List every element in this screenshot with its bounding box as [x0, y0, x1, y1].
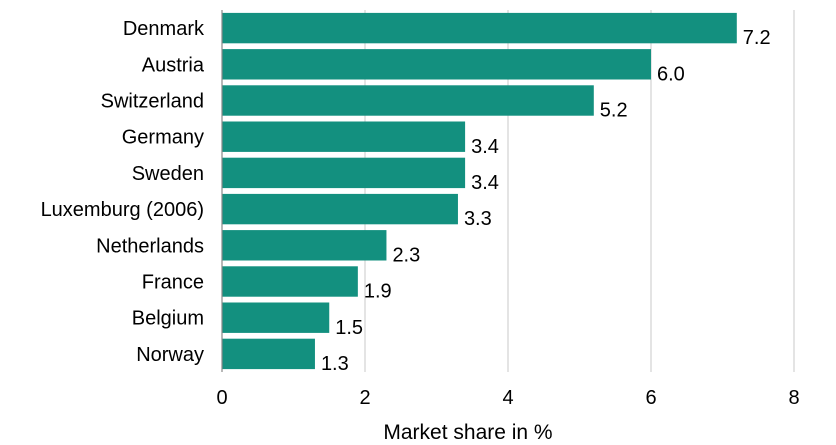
category-label: Austria [142, 54, 205, 76]
x-tick-0: 0 [216, 387, 227, 409]
bar [222, 302, 330, 333]
category-label: Sweden [132, 163, 204, 185]
category-label: France [142, 272, 204, 294]
bar [222, 157, 466, 189]
value-label: 6.0 [657, 63, 685, 85]
bar [222, 49, 651, 80]
value-label: 3.3 [464, 208, 492, 230]
bar [222, 85, 594, 116]
bars [222, 12, 737, 370]
bar [222, 193, 458, 225]
x-tick-labels: 0 2 4 6 8 [216, 387, 799, 409]
bar [222, 12, 737, 44]
category-label: Switzerland [101, 91, 204, 113]
bar [222, 266, 358, 297]
value-labels: 7.2 6.0 5.2 3.4 3.4 3.3 2.31.91.5 1.3 [321, 27, 771, 375]
x-tick-2: 2 [359, 387, 370, 409]
category-label: Denmark [123, 18, 205, 40]
category-label: Norway [136, 344, 204, 366]
x-tick-6: 6 [645, 387, 656, 409]
bar [222, 338, 315, 370]
value-label: 3.4 [471, 172, 499, 194]
value-label: 5.2 [600, 100, 628, 122]
value-label: 1.3 [321, 353, 349, 375]
bar [222, 230, 387, 261]
category-label: Luxemburg (2006) [41, 199, 204, 221]
category-label: Germany [122, 127, 204, 149]
x-tick-4: 4 [502, 387, 513, 409]
value-label: 1.5 [335, 317, 363, 339]
value-label: 1.9 [364, 281, 392, 303]
category-label: Netherlands [96, 235, 204, 257]
value-label: 7.2 [743, 27, 771, 49]
value-label: 3.4 [471, 136, 499, 158]
category-labels: Denmark Austria Switzerland Germany Sweden Lu… [41, 18, 205, 366]
bar [222, 121, 466, 152]
x-tick-8: 8 [788, 387, 799, 409]
x-axis-title: Market share in % [383, 421, 552, 444]
category-label: Belgium [132, 308, 204, 330]
value-label: 2.3 [392, 244, 420, 266]
